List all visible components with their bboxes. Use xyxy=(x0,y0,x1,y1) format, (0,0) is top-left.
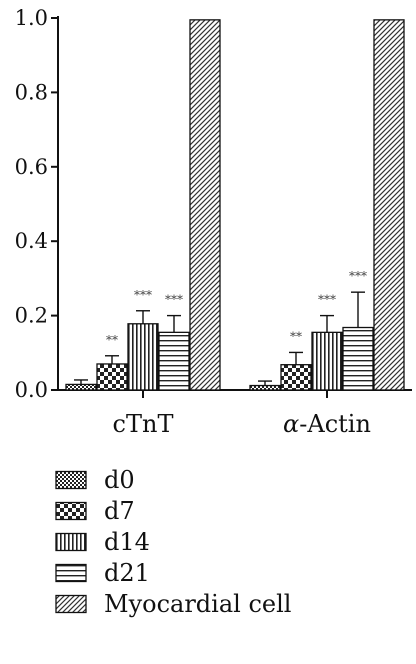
y-tick-label: 0.2 xyxy=(15,304,48,328)
x-tick-label: α-Actin xyxy=(283,410,371,438)
bar xyxy=(65,383,97,391)
y-tick-label: 0.4 xyxy=(15,229,48,253)
y-tick-label: 1.0 xyxy=(15,6,48,30)
legend: d0 d7 d14 d21 Myocardial cell xyxy=(55,466,291,618)
bar xyxy=(280,364,312,391)
bars xyxy=(65,19,405,391)
legend-swatch xyxy=(55,563,87,583)
significance-label: ** xyxy=(106,333,118,347)
legend-label: d21 xyxy=(104,559,150,587)
bar xyxy=(342,326,374,391)
bar xyxy=(311,331,343,391)
legend-swatch xyxy=(55,470,87,490)
significance-label: *** xyxy=(165,293,183,307)
bar xyxy=(158,331,190,391)
significance-label: *** xyxy=(349,269,367,283)
bar xyxy=(127,323,159,391)
y-tick-label: 0.6 xyxy=(15,155,48,179)
significance-label: *** xyxy=(134,288,152,302)
y-tick-label: 0.8 xyxy=(15,80,48,104)
x-tick-label: cTnT xyxy=(113,410,174,438)
bar xyxy=(189,19,221,391)
legend-label: d0 xyxy=(104,466,135,494)
legend-label: Myocardial cell xyxy=(104,590,291,618)
bar xyxy=(249,384,281,391)
legend-swatch xyxy=(55,532,87,552)
y-tick-label: 0.0 xyxy=(15,378,48,402)
legend-swatch xyxy=(55,501,87,521)
legend-label: d14 xyxy=(104,528,150,556)
legend-label: d7 xyxy=(104,497,135,525)
bar xyxy=(96,363,128,391)
bar xyxy=(373,19,405,391)
significance-label: *** xyxy=(318,293,336,307)
significance-label: ** xyxy=(290,329,302,343)
legend-swatch xyxy=(55,594,87,614)
